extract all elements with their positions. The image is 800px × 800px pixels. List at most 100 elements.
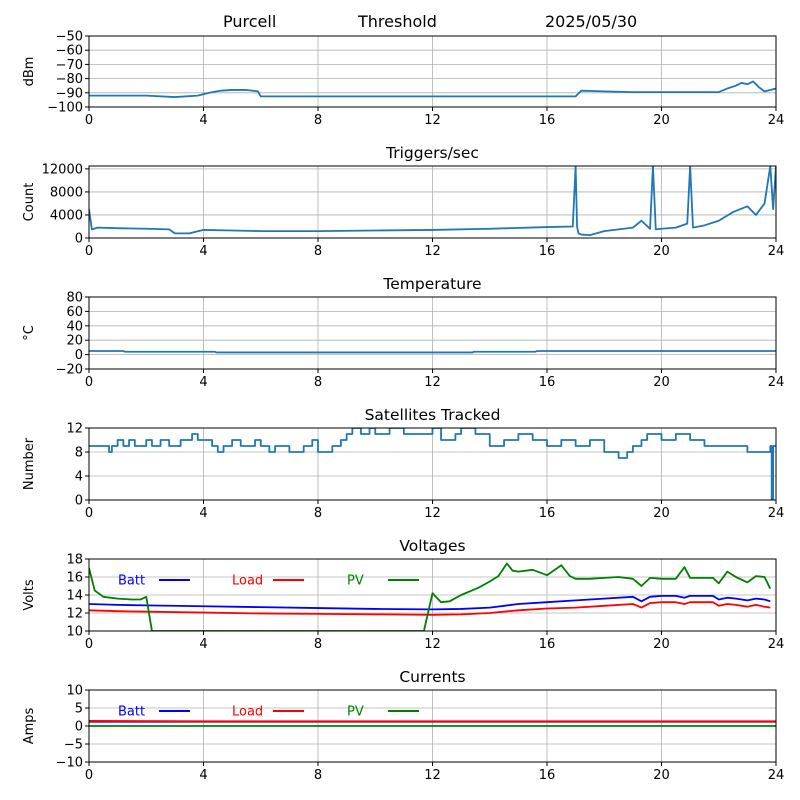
triggers-x-tick-label: 0	[85, 244, 93, 259]
triggers-title: Triggers/sec	[385, 144, 479, 162]
currents-legend-load-label: Load	[232, 705, 263, 720]
currents-x-tick-label: 12	[424, 768, 441, 783]
temperature-title: Temperature	[382, 275, 481, 293]
temperature-series-0-line	[89, 350, 776, 354]
threshold-x-tick-label: 8	[314, 113, 322, 128]
currents-x-tick-label: 4	[199, 768, 207, 783]
currents-x-tick-label: 24	[768, 768, 785, 783]
currents-title: Currents	[399, 668, 465, 686]
threshold-x-tick-label: 20	[653, 113, 670, 128]
satellites-chart: 0 4 8 12 16 20 24 0 4 8 12 Satellites Tracked Number	[22, 406, 784, 521]
temperature-x-tick-label: 8	[314, 375, 322, 390]
currents-x-tick-label: 0	[85, 768, 93, 783]
currents-y-tick-label: 5	[75, 702, 83, 717]
triggers-y-tick-label: 0	[75, 232, 83, 247]
header-label: Threshold	[358, 12, 437, 31]
temperature-y-tick-label: 40	[66, 319, 83, 334]
threshold-x-tick-label: 0	[85, 113, 93, 128]
voltages-y-axis-label: Volts	[22, 579, 37, 611]
voltages-y-tick-label: 14	[66, 589, 83, 604]
voltages-series-pv-line	[89, 562, 772, 631]
triggers-y-tick-label: 12000	[42, 162, 83, 177]
threshold-y-tick-label: −70	[56, 58, 83, 73]
temperature-y-tick-label: 60	[66, 305, 83, 320]
temperature-x-tick-label: 0	[85, 375, 93, 390]
voltages-y-tick-label: 16	[66, 571, 83, 586]
voltages-x-tick-label: 16	[539, 637, 556, 652]
currents-y-tick-label: 0	[75, 720, 83, 735]
temperature-y-tick-label: 0	[75, 348, 83, 363]
temperature-x-tick-label: 16	[539, 375, 556, 390]
currents-y-tick-label: −5	[64, 738, 83, 753]
triggers-x-tick-label: 12	[424, 244, 441, 259]
currents-y-tick-label: −10	[56, 756, 83, 771]
voltages-x-tick-label: 4	[199, 637, 207, 652]
satellites-y-axis-label: Number	[22, 437, 37, 490]
satellites-title: Satellites Tracked	[365, 406, 501, 424]
satellites-x-tick-label: 0	[85, 506, 93, 521]
voltages-x-tick-label: 20	[653, 637, 670, 652]
satellites-x-tick-label: 8	[314, 506, 322, 521]
triggers-x-tick-label: 4	[199, 244, 207, 259]
threshold-y-tick-label: −90	[56, 86, 83, 101]
voltages-x-tick-label: 12	[424, 637, 441, 652]
triggers-x-tick-label: 8	[314, 244, 322, 259]
satellites-y-tick-label: 12	[66, 422, 83, 437]
satellites-y-tick-label: 0	[75, 494, 83, 509]
voltages-y-tick-label: 12	[66, 607, 83, 622]
currents-y-axis-label: Amps	[22, 707, 37, 744]
satellites-y-tick-label: 8	[75, 446, 83, 461]
currents-x-tick-label: 8	[314, 768, 322, 783]
triggers-x-tick-label: 24	[768, 244, 785, 259]
voltages-x-tick-label: 0	[85, 637, 93, 652]
voltages-title: Voltages	[399, 537, 465, 555]
temperature-x-tick-label: 24	[768, 375, 785, 390]
voltages-x-tick-label: 24	[768, 637, 785, 652]
threshold-y-tick-label: −60	[56, 44, 83, 59]
currents-legend-batt-label: Batt	[118, 705, 145, 720]
satellites-x-tick-label: 4	[199, 506, 207, 521]
triggers-y-tick-label: 8000	[50, 185, 83, 200]
voltages-chart: 0 4 8 12 16 20 24 10 12 14 16 18 Voltages Volts Batt Lo…	[22, 537, 784, 652]
currents-x-tick-label: 20	[653, 768, 670, 783]
threshold-x-tick-label: 4	[199, 113, 207, 128]
satellites-y-tick-label: 4	[75, 470, 83, 485]
satellites-series-0-line	[89, 428, 776, 500]
voltages-series-load-line	[89, 601, 771, 616]
voltages-series-batt-line	[89, 595, 771, 611]
triggers-x-tick-label: 16	[539, 244, 556, 259]
satellites-x-tick-label: 24	[768, 506, 785, 521]
voltages-x-tick-label: 8	[314, 637, 322, 652]
threshold-x-tick-label: 24	[768, 113, 785, 128]
currents-x-tick-label: 16	[539, 768, 556, 783]
report-date: 2025/05/30	[545, 12, 638, 31]
triggers-chart: 0 4 8 12 16 20 24 0 4000 8000 12000 Triggers/sec Cou…	[22, 144, 784, 259]
threshold-y-axis-label: dBm	[22, 57, 37, 87]
satellites-x-tick-label: 12	[424, 506, 441, 521]
threshold-x-tick-label: 16	[539, 113, 556, 128]
threshold-y-tick-label: −50	[56, 30, 83, 45]
station-name: Purcell	[223, 12, 277, 31]
temperature-y-axis-label: °C	[22, 325, 37, 341]
voltages-y-tick-label: 18	[66, 553, 83, 568]
satellites-x-tick-label: 20	[653, 506, 670, 521]
voltages-y-tick-label: 10	[66, 625, 83, 640]
currents-legend-pv-label: PV	[347, 705, 364, 720]
temperature-x-tick-label: 20	[653, 375, 670, 390]
triggers-x-tick-label: 20	[653, 244, 670, 259]
voltages-legend-load-label: Load	[232, 574, 263, 589]
voltages-legend-pv-label: PV	[347, 574, 364, 589]
temperature-x-tick-label: 12	[424, 375, 441, 390]
triggers-y-axis-label: Count	[22, 183, 37, 222]
temperature-x-tick-label: 4	[199, 375, 207, 390]
triggers-y-tick-label: 4000	[50, 208, 83, 223]
temperature-y-tick-label: 80	[66, 291, 83, 306]
threshold-chart: 0 4 8 12 16 20 24 −100−90−80−70−60−50 dBm	[22, 30, 784, 129]
threshold-series-0-line	[89, 80, 776, 98]
threshold-y-tick-label: −100	[47, 101, 83, 116]
temperature-y-tick-label: −20	[56, 363, 83, 378]
